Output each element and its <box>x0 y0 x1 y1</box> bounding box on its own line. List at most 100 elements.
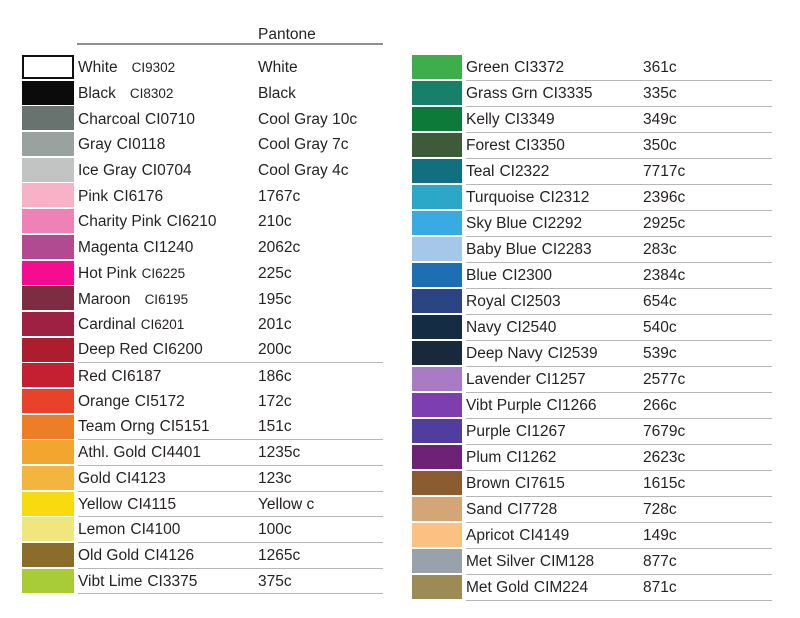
ci-code: CIM128 <box>539 553 595 570</box>
forest-swatch <box>412 133 462 157</box>
color-row-text: Met Gold CIM224 871c <box>466 575 772 601</box>
color-row-old-gold: Old Gold CI4126 1265c <box>22 543 383 569</box>
color-row-royal: Royal CI2503 654c <box>412 289 772 315</box>
color-row-plum: Plum CI1262 2623c <box>412 445 772 471</box>
ice-gray-swatch <box>22 157 74 182</box>
ci-code: CI7728 <box>507 501 558 518</box>
color-name: Athl. Gold <box>78 444 147 462</box>
color-name-and-code: Orange CI5172 <box>78 393 258 411</box>
color-name-and-code: Blue CI2300 <box>466 267 643 285</box>
color-row-text: Deep Red CI6200 200c <box>78 338 383 364</box>
athl-gold-swatch <box>22 440 74 465</box>
color-name-and-code: Deep Red CI6200 <box>78 341 258 359</box>
color-name: Maroon <box>78 290 131 308</box>
grass-grn-swatch <box>412 81 462 105</box>
color-row-blue: Blue CI2300 2384c <box>412 263 772 289</box>
cardinal-swatch <box>22 311 74 336</box>
charcoal-swatch <box>22 106 74 131</box>
color-name: Deep Red <box>78 341 148 359</box>
pantone-code: 195c <box>258 290 292 308</box>
color-name-and-code: Gold CI4123 <box>78 470 258 488</box>
deep-navy-swatch <box>412 341 462 365</box>
color-row-text: Turquoise CI2312 2396c <box>466 185 772 211</box>
green-swatch <box>412 55 462 79</box>
color-row-sky-blue: Sky Blue CI2292 2925c <box>412 211 772 237</box>
ci-code: CI0118 <box>116 136 166 154</box>
color-name: Vibt Lime <box>78 572 143 590</box>
pantone-code: 2062c <box>258 239 301 257</box>
ci-code: CI0710 <box>145 110 196 128</box>
color-name-and-code: Apricot CI4149 <box>466 527 643 545</box>
royal-swatch <box>412 289 462 313</box>
color-name-and-code: Charcoal CI0710 <box>78 111 258 129</box>
met-gold-swatch <box>412 575 462 599</box>
color-row-text: Navy CI2540 540c <box>466 315 772 341</box>
color-row-text: Magenta CI1240 2062c <box>78 235 383 261</box>
color-name-and-code: Vibt Lime CI3375 <box>78 573 258 591</box>
color-name-and-code: Maroon CI6195 <box>78 291 258 309</box>
white-swatch <box>22 55 74 79</box>
ci-code: CI3349 <box>504 111 555 128</box>
color-row-purple: Purple CI1267 7679c <box>412 419 772 445</box>
blue-swatch <box>412 263 462 287</box>
color-name-and-code: Met Gold CIM224 <box>466 579 643 597</box>
color-name-and-code: Pink CI6176 <box>78 188 258 206</box>
ci-code: CI1266 <box>546 397 597 414</box>
color-name: Hot Pink <box>78 264 137 282</box>
color-name: Black <box>78 85 116 103</box>
color-row-text: Grass Grn CI3335 335c <box>466 81 772 107</box>
color-row-text: Hot Pink CI6225 225c <box>78 261 383 287</box>
color-row-text: Team Orng CI5151 151c <box>78 415 383 441</box>
pantone-code: 7679c <box>643 423 686 440</box>
ci-code: CI3375 <box>147 572 198 590</box>
ci-code: CI6187 <box>111 367 162 385</box>
color-row-gold: Gold CI4123 123c <box>22 466 383 492</box>
apricot-swatch <box>412 523 462 547</box>
color-row-ice-gray: Ice Gray CI0704 Cool Gray 4c <box>22 157 383 184</box>
color-row-text: Blue CI2300 2384c <box>466 263 772 289</box>
teal-swatch <box>412 159 462 183</box>
pantone-code: White <box>258 59 298 77</box>
color-row-text: Charcoal CI0710 Cool Gray 10c <box>78 106 383 132</box>
pantone-code: 283c <box>643 241 677 258</box>
gold-swatch <box>22 466 74 490</box>
ci-code: CI2540 <box>506 319 557 336</box>
color-row-brown: Brown CI7615 1615c <box>412 471 772 497</box>
pantone-code: 540c <box>643 319 677 336</box>
color-name: Apricot <box>466 527 515 544</box>
purple-swatch <box>412 419 462 443</box>
ci-code: CI9302 <box>131 60 176 76</box>
color-row-magenta: Magenta CI1240 2062c <box>22 234 383 261</box>
pantone-code: 335c <box>643 85 677 102</box>
ci-code: CI4401 <box>151 444 202 462</box>
color-name: Plum <box>466 449 502 466</box>
color-name: Met Gold <box>466 579 529 596</box>
color-name-and-code: Plum CI1262 <box>466 449 643 467</box>
pantone-column-header: Pantone <box>258 26 316 43</box>
ci-code: CIM224 <box>533 579 589 596</box>
ci-code: CI6201 <box>140 317 185 333</box>
color-name: Green <box>466 59 510 76</box>
color-name-and-code: Sky Blue CI2292 <box>466 215 643 233</box>
color-name: Charcoal <box>78 110 141 128</box>
color-row-deep-red: Deep Red CI6200 200c <box>22 337 383 364</box>
color-row-text: Charity Pink CI6210 210c <box>78 209 383 235</box>
color-row-text: Ice Gray CI0704 Cool Gray 4c <box>78 158 383 184</box>
color-row-kelly: Kelly CI3349 349c <box>412 107 772 133</box>
color-name-and-code: Old Gold CI4126 <box>78 547 258 565</box>
color-row-gray: Gray CI0118 Cool Gray 7c <box>22 132 383 158</box>
yellow-swatch <box>22 491 74 516</box>
color-name-and-code: Lemon CI4100 <box>78 521 258 539</box>
color-row-text: Vibt Lime CI3375 375c <box>78 569 383 595</box>
color-row-text: Lemon CI4100 100c <box>78 517 383 544</box>
ci-code: CI8302 <box>129 86 174 102</box>
color-column-left: White CI9302 White Black CI8302 Black Charcoal… <box>22 55 383 595</box>
color-row-vibt-lime: Vibt Lime CI3375 375c <box>22 568 383 595</box>
old-gold-swatch <box>22 543 74 568</box>
color-row-pink: Pink CI6176 1767c <box>22 183 383 209</box>
pantone-code: 2623c <box>643 449 686 466</box>
pantone-code: Black <box>258 85 296 103</box>
color-name: Gold <box>78 469 111 487</box>
pantone-code: 375c <box>258 572 292 590</box>
color-name-and-code: Royal CI2503 <box>466 293 643 311</box>
